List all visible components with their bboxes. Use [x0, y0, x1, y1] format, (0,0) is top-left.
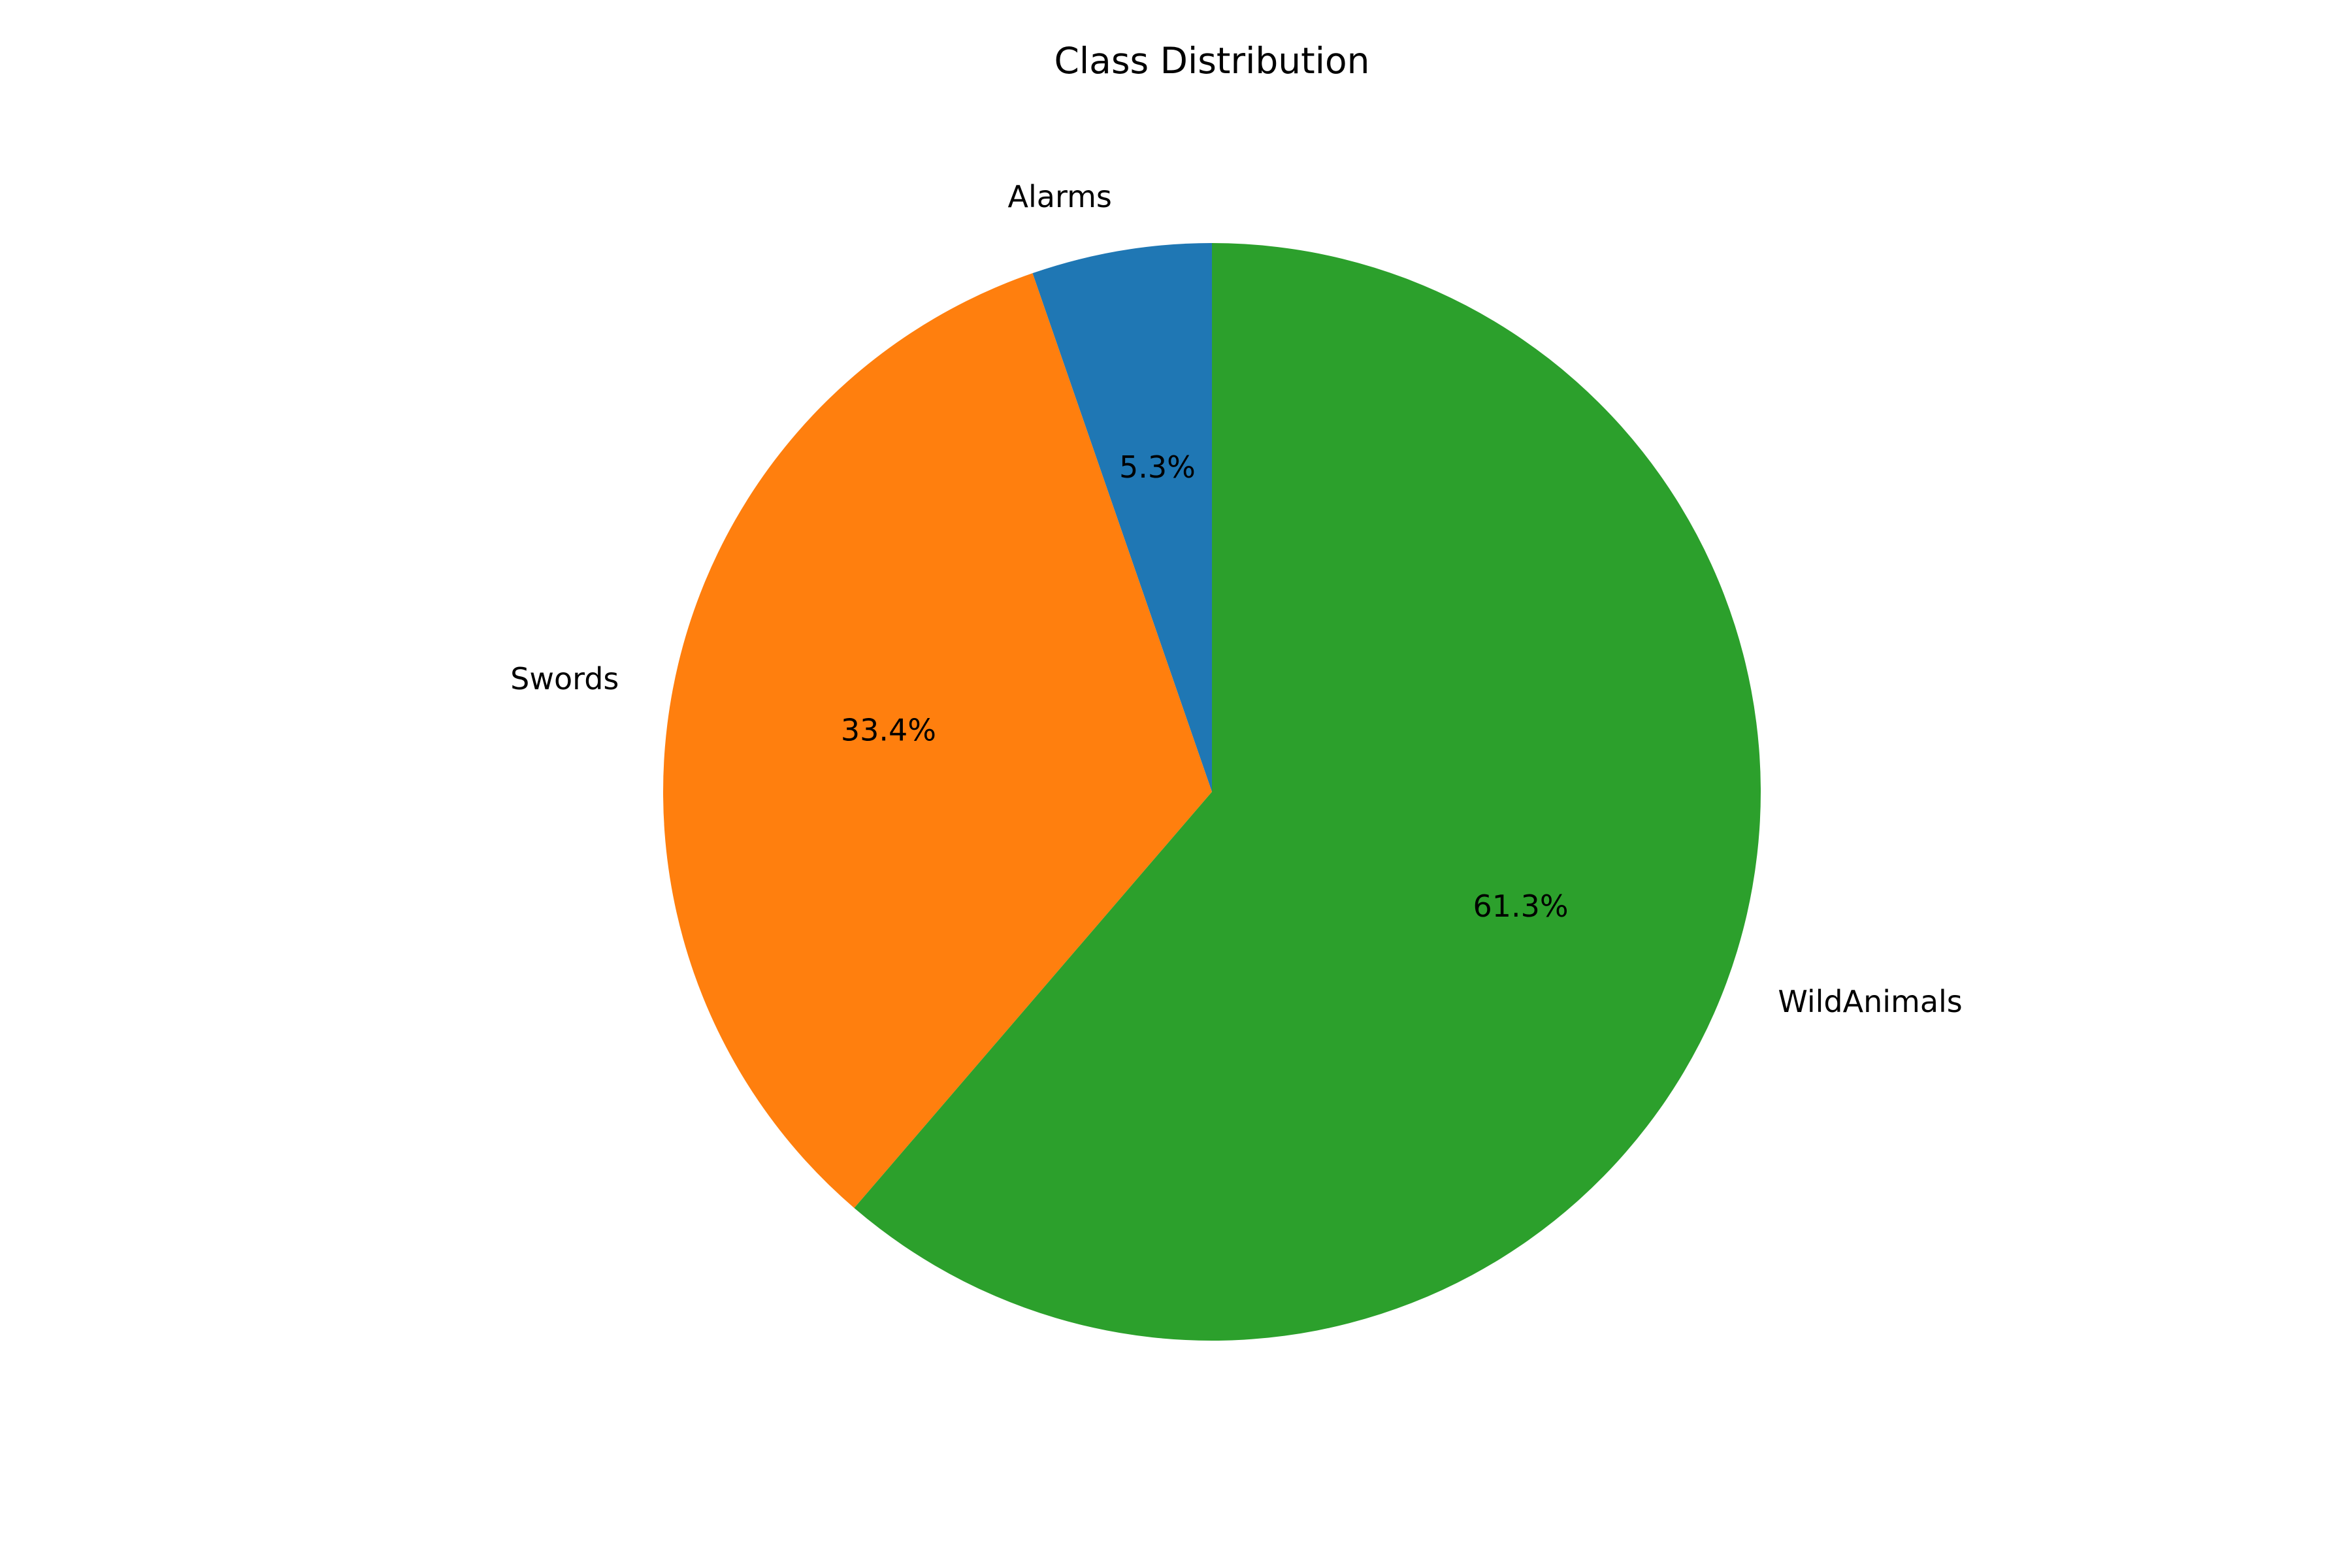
percent-label-wildanimals: 61.3% [1473, 889, 1569, 924]
pie-slice-alarms [1032, 243, 1212, 792]
pie-labels: Alarms 5.3% Swords 33.4% WildAnimals 61.3% [510, 179, 1963, 1019]
pie-slice-swords [663, 273, 1212, 1209]
percent-label-swords: 33.4% [841, 713, 936, 748]
chart-title: Class Distribution [1054, 40, 1369, 82]
slice-label-wildanimals: WildAnimals [1778, 984, 1962, 1019]
pie-slice-wildanimals [854, 243, 1761, 1341]
slice-label-alarms: Alarms [1008, 179, 1112, 214]
percent-label-alarms: 5.3% [1119, 449, 1196, 485]
slice-label-swords: Swords [510, 661, 619, 696]
pie-slices [663, 243, 1761, 1341]
